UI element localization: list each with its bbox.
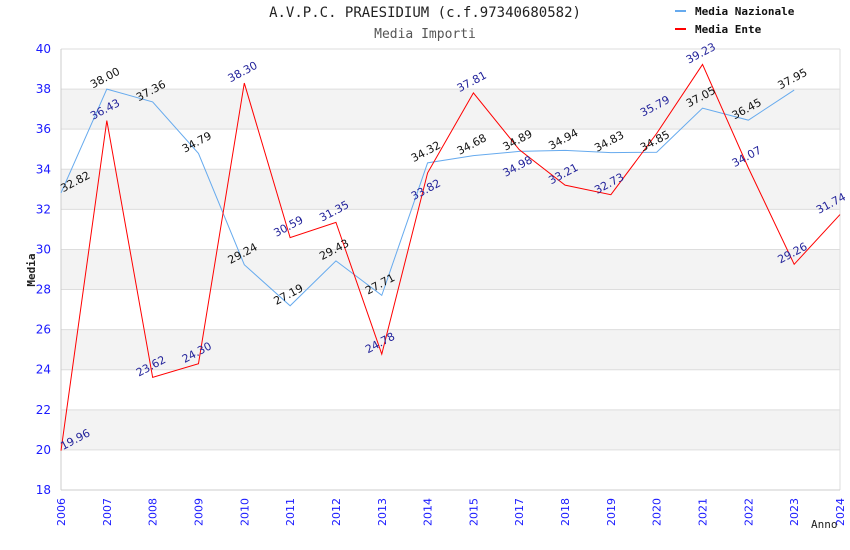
x-tick-label: 2008 [147,498,160,526]
y-tick-label: 18 [36,483,51,497]
grid-band [61,249,840,290]
data-label: 34.94 [546,126,580,152]
data-label: 38.00 [88,65,122,91]
grid-band [61,329,840,370]
x-tick-label: 2019 [605,498,618,526]
x-axis-title: Anno [811,518,838,531]
y-tick-label: 36 [36,122,51,136]
grid-band [61,169,840,210]
grid-band [61,89,840,130]
legend-label: Media Ente [695,22,762,36]
x-tick-label: 2020 [651,498,664,526]
x-tick-label: 2006 [55,498,68,526]
chart-subtitle: Media Importi [0,27,850,42]
data-label: 37.95 [776,66,810,92]
legend: Media Nazionale Media Ente [670,2,810,38]
x-tick-label: 2018 [559,498,572,526]
x-tick-label: 2010 [238,498,251,526]
data-label: 30.59 [272,213,306,239]
y-axis-title: Media [25,253,38,286]
y-tick-label: 38 [36,82,51,96]
y-tick-label: 32 [36,202,51,216]
y-tick-label: 24 [36,363,51,377]
grid-band [61,409,840,450]
data-label: 34.85 [638,128,672,154]
chart-title: A.V.P.C. PRAESIDIUM (c.f.97340680582) [0,5,850,21]
legend-item-nazionale: Media Nazionale [670,2,810,20]
legend-item-ente: Media Ente [670,20,810,38]
y-tick-label: 20 [36,443,51,457]
legend-swatch [675,28,686,30]
series-line-ente [60,63,841,451]
x-tick-label: 2009 [192,498,205,526]
data-label: 38.30 [226,59,260,85]
legend-label: Media Nazionale [695,4,795,18]
y-tick-label: 30 [36,242,51,256]
x-tick-label: 2015 [467,498,480,526]
data-label: 34.68 [455,131,489,157]
x-tick-label: 2014 [422,498,435,526]
chart-subtitle-text: Media Importi [374,27,476,42]
y-tick-label: 22 [36,403,51,417]
data-label: 39.23 [684,40,718,66]
y-tick-label: 26 [36,323,51,337]
x-tick-label: 2011 [284,498,297,526]
x-tick-label: 2017 [513,498,526,526]
x-tick-label: 2012 [330,498,343,526]
y-tick-label: 34 [36,162,51,176]
y-tick-label: 28 [36,283,51,297]
chart-title-text: A.V.P.C. PRAESIDIUM (c.f.97340680582) [269,5,581,21]
x-tick-label: 2007 [101,498,114,526]
data-label: 34.89 [501,127,535,153]
x-tick-label: 2023 [788,498,801,526]
x-tick-label: 2024 [834,498,847,526]
x-tick-label: 2021 [697,498,710,526]
series-line-nazionale [60,88,795,307]
data-label: 34.07 [730,144,764,170]
x-tick-label: 2022 [742,498,755,526]
x-tick-label: 2013 [376,498,389,526]
data-label: 34.83 [592,128,626,154]
y-tick-label: 40 [36,42,51,56]
legend-swatch [675,10,686,12]
